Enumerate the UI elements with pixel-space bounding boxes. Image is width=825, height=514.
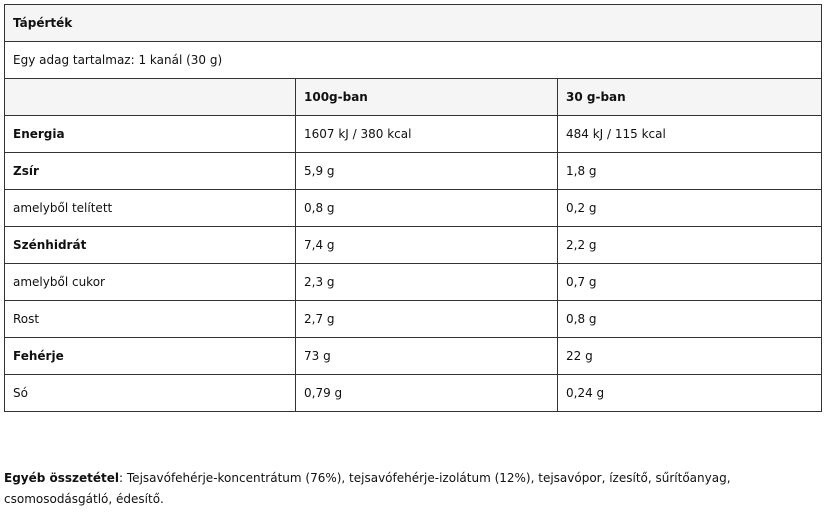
cell: 22 g	[556, 337, 823, 375]
table-row: Zsír 5,9 g 1,8 g	[4, 152, 823, 190]
cell: 0,79 g	[295, 374, 558, 412]
cell: 2,3 g	[295, 263, 558, 301]
column-header: 30 g-ban	[556, 78, 823, 116]
row-label: amelyből telített	[4, 189, 296, 227]
cell: 2,7 g	[295, 300, 558, 338]
table-row: amelyből cukor 2,3 g 0,7 g	[4, 263, 823, 301]
row-label: Fehérje	[4, 337, 296, 375]
row-label: Rost	[4, 300, 296, 338]
header-cell	[4, 78, 296, 116]
table-row: Szénhidrát 7,4 g 2,2 g	[4, 226, 823, 264]
cell: 1,8 g	[556, 152, 823, 190]
cell: 0,8 g	[295, 189, 558, 227]
ingredients-text: : Tejsavófehérje-koncentrátum (76%), tej…	[4, 471, 731, 506]
row-label: Energia	[4, 115, 296, 153]
table-row: Só 0,79 g 0,24 g	[4, 374, 823, 412]
table-row: Fehérje 73 g 22 g	[4, 337, 823, 375]
column-header: 100g-ban	[295, 78, 558, 116]
cell: 0,2 g	[556, 189, 823, 227]
cell: 484 kJ / 115 kcal	[556, 115, 823, 153]
nutrition-table: Tápérték Egy adag tartalmaz: 1 kanál (30…	[3, 4, 823, 412]
table-row: Energia 1607 kJ / 380 kcal 484 kJ / 115 kc…	[4, 115, 823, 153]
row-label: Szénhidrát	[4, 226, 296, 264]
cell: 73 g	[295, 337, 558, 375]
cell: 7,4 g	[295, 226, 558, 264]
cell: 2,2 g	[556, 226, 823, 264]
ingredients-label: Egyéb összetétel	[4, 471, 120, 485]
table-row: amelyből telített 0,8 g 0,2 g	[4, 189, 823, 227]
cell: 5,9 g	[295, 152, 558, 190]
row-label: amelyből cukor	[4, 263, 296, 301]
table-row: Rost 2,7 g 0,8 g	[4, 300, 823, 338]
cell: 0,7 g	[556, 263, 823, 301]
serving: Egy adag tartalmaz: 1 kanál (30 g)	[3, 41, 823, 79]
cell: 0,8 g	[556, 300, 823, 338]
table-body: Energia 1607 kJ / 380 kcal 484 kJ / 115 kc…	[4, 115, 823, 412]
cell: 1607 kJ / 380 kcal	[295, 115, 558, 153]
row-label: Só	[4, 374, 296, 412]
row-label: Zsír	[4, 152, 296, 190]
table-title: Tápérték	[3, 4, 823, 42]
ingredients: Egyéb összetétel: Tejsavófehérje-koncent…	[4, 468, 819, 510]
cell: 0,24 g	[556, 374, 823, 412]
